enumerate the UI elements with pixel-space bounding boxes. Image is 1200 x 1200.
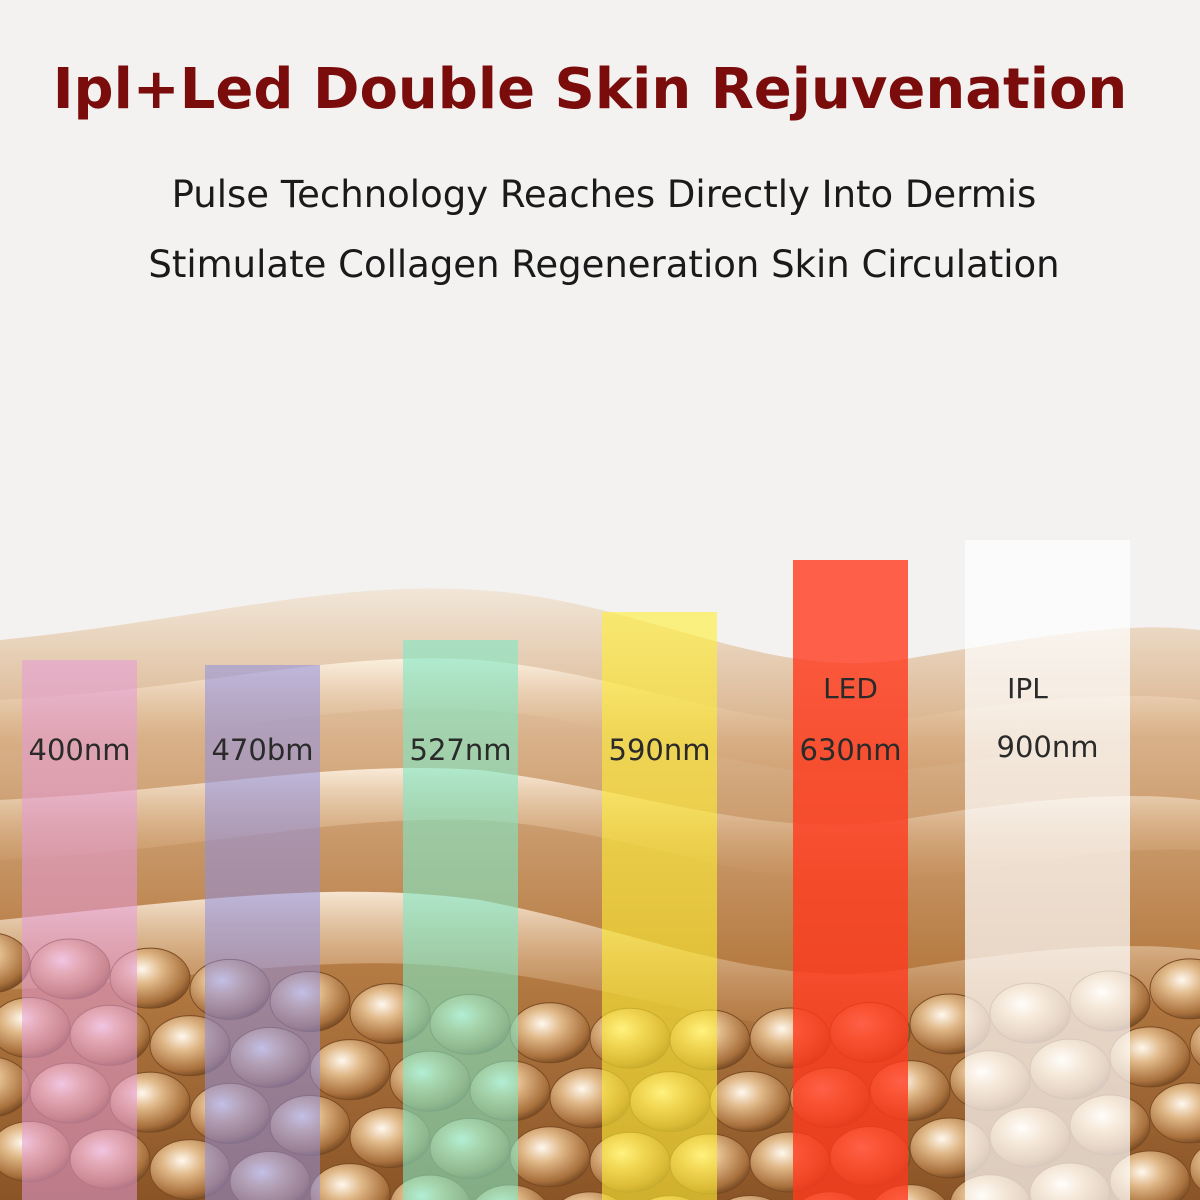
light-band (965, 540, 1130, 1200)
band-label: 400nm (29, 733, 131, 767)
band-tag: LED (823, 672, 878, 705)
band-label: 590nm (609, 733, 711, 767)
subtitle: Stimulate Collagen Regeneration Skin Cir… (148, 243, 1059, 286)
subtitle: Pulse Technology Reaches Directly Into D… (172, 173, 1037, 216)
light-band (403, 640, 518, 1200)
title: Ipl+Led Double Skin Rejuvenation (53, 57, 1128, 122)
cell (727, 1194, 773, 1200)
band-label: 527nm (410, 733, 512, 767)
light-band (793, 560, 908, 1200)
light-band (205, 665, 320, 1200)
cell (1189, 1148, 1200, 1190)
cell (1189, 1024, 1200, 1066)
light-band (602, 612, 717, 1200)
cell (1149, 958, 1200, 1020)
band-label: 470bm (211, 733, 313, 767)
cell (309, 1039, 391, 1101)
light-band (22, 660, 137, 1200)
cell (509, 1126, 591, 1188)
band-label: 630nm (800, 733, 902, 767)
light-bands: 400nm 470bm 527nm 590nm 630nm LED 900nm IPL (22, 540, 1130, 1200)
cell (1149, 1082, 1200, 1144)
band-tag: IPL (1007, 672, 1048, 705)
cell (509, 1002, 591, 1064)
cell (709, 1070, 791, 1132)
band-label: 900nm (997, 730, 1099, 764)
